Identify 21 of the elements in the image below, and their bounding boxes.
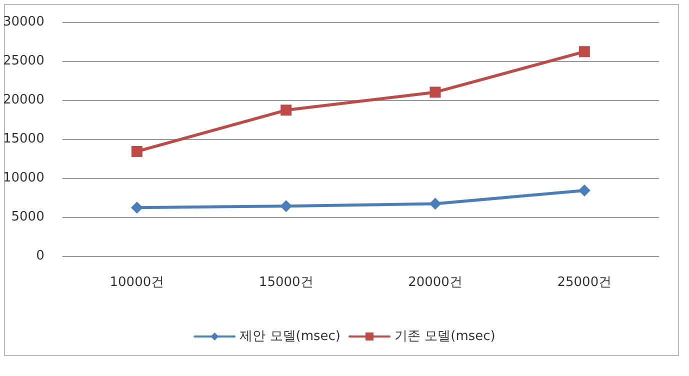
legend-label: 제안 모델(msec): [240, 329, 340, 344]
y-tick-label: 25000: [2, 54, 44, 68]
point: [280, 200, 292, 212]
y-tick-label: 20000: [2, 92, 44, 108]
point: [131, 146, 142, 157]
point: [430, 86, 441, 98]
point: [578, 184, 590, 196]
x-tick-label: 20000건: [408, 275, 462, 290]
x-tick-label: 25000건: [557, 275, 612, 290]
y-tick-label: 10000: [2, 170, 44, 186]
point: [578, 46, 590, 58]
point: [429, 198, 442, 210]
y-tick-label: 0: [36, 248, 44, 264]
legend-label: 기존 모델(msec): [394, 329, 496, 344]
x-tick-label: 15000건: [258, 275, 314, 290]
point: [280, 104, 292, 116]
x-tick-label: 10000건: [110, 275, 164, 290]
y-tick-label: 15000: [2, 132, 44, 146]
y-tick-label: 30000: [2, 14, 44, 30]
point: [130, 202, 143, 214]
y-tick-label: 5000: [11, 210, 44, 224]
